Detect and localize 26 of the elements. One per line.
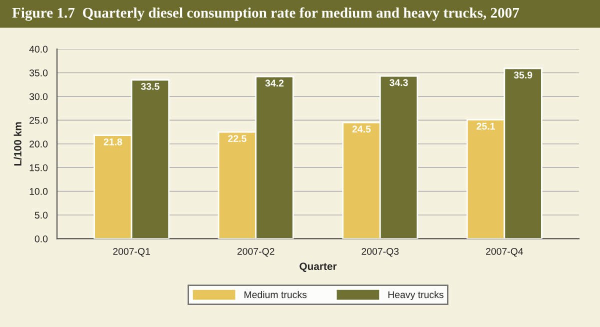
data-label: 34.2 xyxy=(265,80,284,87)
data-label: 22.5 xyxy=(228,135,246,142)
legend-label: Medium trucks xyxy=(244,290,307,298)
x-axis-title: Quarter xyxy=(300,262,337,272)
legend-label: Heavy trucks xyxy=(388,290,444,300)
data-label: 24.5 xyxy=(352,126,371,133)
x-tick-label: 2007-Q1 xyxy=(113,248,150,257)
x-tick-label: 2007-Q3 xyxy=(362,248,399,257)
y-tick-label: 0.0 xyxy=(34,235,48,242)
y-tick-label: 40.0 xyxy=(29,46,48,53)
x-tick-label: 2007-Q4 xyxy=(486,248,524,257)
data-label: 34.3 xyxy=(390,79,408,86)
y-tick-label: 5.0 xyxy=(34,212,48,219)
y-tick-label: 25.0 xyxy=(30,116,48,124)
y-tick-label: 15.0 xyxy=(30,164,48,172)
chart-title: Figure 1.7 Quarterly diesel consumption rate for medium and heavy trucks, 2007 xyxy=(12,7,520,21)
y-tick-label: 30.0 xyxy=(29,93,48,100)
y-tick-label: 10.0 xyxy=(30,188,48,195)
data-label: 25.1 xyxy=(476,122,495,130)
data-label: 33.5 xyxy=(140,82,160,90)
data-label: 35.9 xyxy=(514,72,532,78)
x-tick-label: 2007-Q2 xyxy=(237,248,274,257)
data-label: 21.8 xyxy=(104,138,122,146)
y-tick-label: 20.0 xyxy=(30,140,48,148)
y-axis-title: L/100 km xyxy=(14,122,22,166)
y-tick-label: 35.0 xyxy=(29,69,48,76)
